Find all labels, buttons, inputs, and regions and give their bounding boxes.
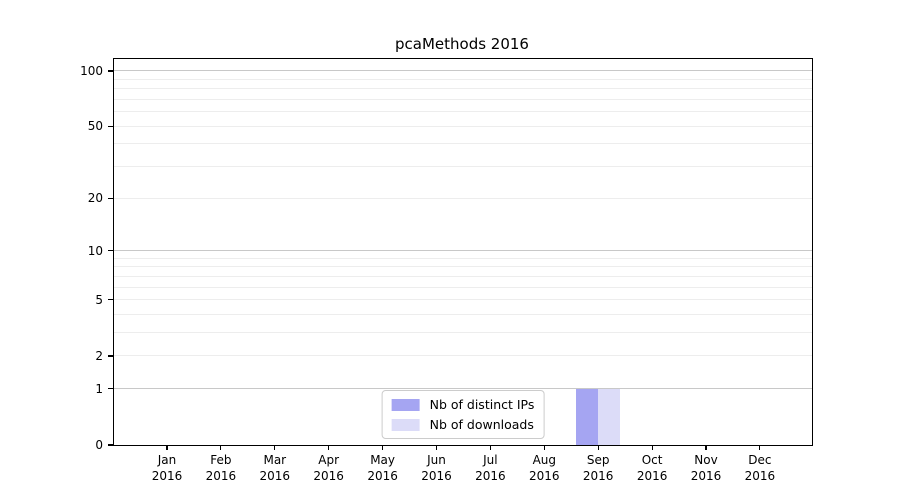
x-tick-mark [759, 445, 761, 450]
minor-gridline [114, 166, 812, 168]
minor-gridline [114, 125, 812, 127]
x-tick-label: Apr 2016 [313, 453, 344, 484]
bar-distinct-ips [576, 388, 599, 445]
x-tick-label: Feb 2016 [205, 453, 237, 484]
y-tick-mark [108, 250, 114, 252]
y-tick-mark [108, 388, 114, 390]
minor-gridline [114, 98, 812, 100]
x-tick-label: Nov 2016 [690, 453, 722, 484]
y-tick-label: 1 [95, 381, 103, 396]
minor-gridline [114, 314, 812, 316]
minor-gridline [114, 355, 812, 357]
major-gridline [114, 250, 812, 252]
minor-gridline [114, 197, 812, 199]
plot-area: 100 50 20 10 5 2 1 0 Jan 2016 Feb 2016 Mar 2016 Ap… [80, 58, 813, 483]
legend-item: Nb of distinct IPs [391, 397, 535, 412]
y-tick-label: 0 [95, 438, 103, 452]
x-tick-label: Sep 2016 [582, 453, 614, 484]
y-tick-mark [108, 299, 114, 301]
legend-swatch [391, 398, 420, 411]
minor-gridline [114, 78, 812, 80]
minor-gridline [114, 299, 812, 301]
y-tick-label: 5 [95, 292, 103, 307]
y-tick-mark [108, 125, 114, 127]
y-tick-label: 20 [87, 191, 103, 206]
minor-gridline [114, 275, 812, 277]
y-tick-label: 100 [80, 63, 103, 78]
y-tick-mark [108, 355, 114, 357]
x-tick-mark [705, 445, 707, 450]
y-tick-label: 10 [87, 243, 103, 258]
x-tick-label: Dec 2016 [744, 453, 776, 484]
x-tick-label: Jul 2016 [475, 453, 506, 484]
x-tick-mark [435, 445, 438, 450]
minor-gridline [114, 143, 812, 145]
x-tick-label: Oct 2016 [636, 453, 668, 484]
x-tick-mark [543, 445, 545, 450]
y-tick-mark [108, 70, 114, 72]
x-tick-mark [382, 445, 384, 450]
y-tick-label: 2 [95, 348, 103, 363]
minor-gridline [114, 111, 812, 113]
y-tick-mark [108, 444, 114, 446]
legend-label: Nb of downloads [429, 417, 534, 432]
x-tick-label: Mar 2016 [259, 453, 291, 484]
x-tick-mark [489, 445, 491, 450]
x-tick-label: Jun 2016 [421, 453, 452, 484]
chart-title: pcaMethods 2016 [395, 35, 529, 53]
legend-item: Nb of downloads [391, 417, 535, 432]
y-tick-label: 50 [87, 119, 103, 134]
minor-gridline [114, 286, 812, 288]
x-tick-mark [597, 445, 599, 450]
legend-label: Nb of distinct IPs [429, 397, 535, 412]
x-tick-label: Jan 2016 [151, 453, 183, 484]
x-tick-label: May 2016 [367, 453, 398, 484]
x-tick-mark [328, 445, 330, 450]
x-tick-mark [220, 445, 222, 450]
minor-gridline [114, 266, 812, 268]
legend-swatch [391, 418, 420, 431]
x-tick-label: Aug 2016 [529, 453, 560, 484]
major-gridline [114, 388, 812, 390]
major-gridline [114, 70, 812, 72]
x-tick-mark [274, 445, 276, 450]
x-tick-mark [651, 445, 653, 450]
x-tick-mark [166, 445, 168, 450]
bar-downloads [598, 388, 621, 445]
minor-gridline [114, 332, 812, 334]
minor-gridline [114, 257, 812, 259]
legend: Nb of distinct IPs Nb of downloads [381, 390, 545, 439]
y-tick-mark [108, 197, 114, 199]
minor-gridline [114, 88, 812, 90]
